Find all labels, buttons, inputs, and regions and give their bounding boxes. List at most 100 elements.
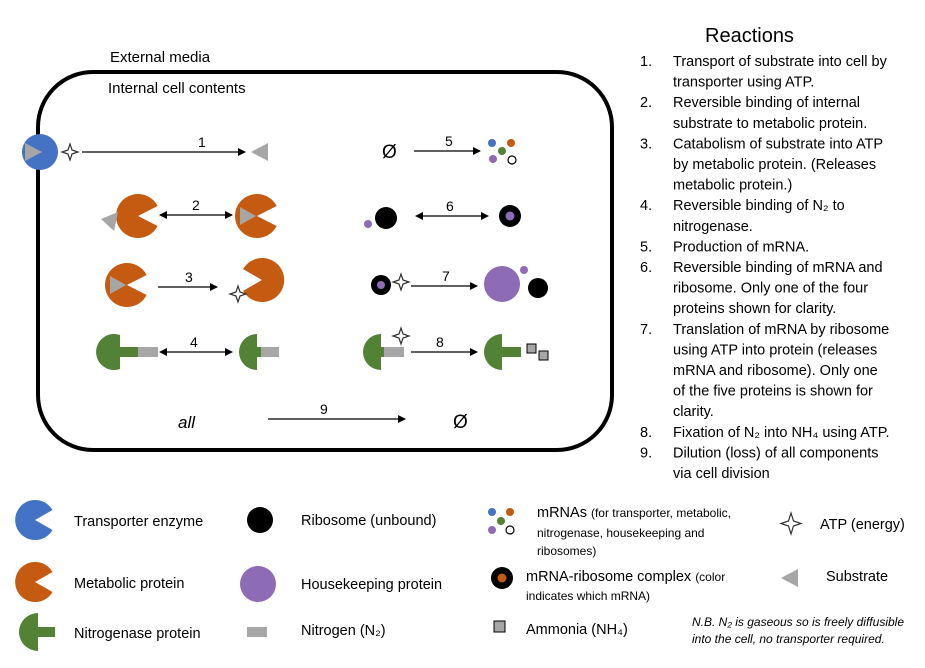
cell-membrane xyxy=(36,70,614,452)
reaction-6: 6 xyxy=(364,198,521,229)
ammonia-nh4 xyxy=(538,350,549,361)
ammonia-nh4 xyxy=(526,343,537,354)
mrna-legend-dot xyxy=(488,508,496,516)
reaction-item-text: mRNA and ribosome). Only one xyxy=(673,363,878,379)
reaction-number: 7 xyxy=(442,268,450,284)
ammonia-legend-icon xyxy=(493,620,506,633)
mrna-nitrogenase xyxy=(498,147,506,155)
legend-ammonia: Ammonia (NH₄) xyxy=(526,622,628,638)
reaction-5: Ø 5 xyxy=(382,133,517,165)
reaction-item-text: Reversible binding of mRNA and xyxy=(673,260,883,276)
legend-mrnas-note-2: nitrogenase, housekeeping and xyxy=(537,526,704,540)
metabolic-legend-icon xyxy=(15,562,53,602)
housekeeping-legend-icon xyxy=(240,566,276,602)
legend-ribosome: Ribosome (unbound) xyxy=(301,513,436,529)
reaction-1: 1 xyxy=(22,134,268,170)
metabolic-protein xyxy=(243,258,285,303)
reaction-3: 3 xyxy=(105,258,285,308)
empty-set-symbol: Ø xyxy=(453,412,468,433)
reaction-item-text: by metabolic protein. (Releases xyxy=(673,157,876,173)
reaction-number: 8 xyxy=(436,334,444,350)
reaction-2: 2 xyxy=(101,193,277,238)
substrate-bound xyxy=(240,207,256,225)
substrate-legend-icon xyxy=(781,569,798,587)
reaction-item-text: Reversible binding of N₂ to xyxy=(673,198,845,214)
mrna-housekeeping xyxy=(364,220,372,228)
nitrogen-legend-icon xyxy=(247,627,267,637)
complex-legend-mrna xyxy=(497,573,507,583)
reaction-item-text: ribosome. Only one of the four xyxy=(673,281,868,297)
atp-star-icon xyxy=(391,326,411,346)
reaction-4: 4 xyxy=(96,334,279,371)
reactions-list: Reactions 1. Transport of substrate into … xyxy=(640,25,890,482)
nitrogen-bound xyxy=(384,347,404,357)
reaction-item-text: via cell division xyxy=(673,466,770,482)
reaction-7: 7 xyxy=(371,266,548,302)
reaction-item-text: metabolic protein.) xyxy=(673,178,792,194)
reaction-item-text: Dilution (loss) of all components xyxy=(673,445,879,461)
ribosome xyxy=(375,207,397,229)
reaction-number: 6 xyxy=(446,198,454,214)
reaction-number: 5 xyxy=(445,133,453,149)
reaction-item-number: 4. xyxy=(640,198,652,214)
all-components-label: all xyxy=(178,413,196,432)
ribosome xyxy=(528,278,548,298)
reaction-number: 3 xyxy=(185,269,193,285)
housekeeping-protein xyxy=(484,266,520,302)
legend-housekeeping: Housekeeping protein xyxy=(301,577,442,593)
mrna-legend-dot xyxy=(488,526,496,534)
substrate-internal xyxy=(251,143,268,161)
mrna-housekeeping xyxy=(520,266,528,274)
substrate-bound xyxy=(110,276,126,294)
nitrogenase-protein xyxy=(96,334,138,371)
nitrogenase-protein xyxy=(484,334,521,370)
reaction-item-text: of the five proteins is shown for xyxy=(673,384,873,400)
reaction-number: 2 xyxy=(192,197,200,213)
mrna-metabolic xyxy=(507,139,515,147)
reaction-number: 4 xyxy=(190,334,198,350)
external-media-label: External media xyxy=(110,49,211,66)
legend-metabolic: Metabolic protein xyxy=(74,576,184,592)
reaction-item-text: transporter using ATP. xyxy=(673,75,814,91)
reaction-item-number: 8. xyxy=(640,425,652,441)
mrna-legend-dot xyxy=(497,517,505,525)
reaction-item-number: 1. xyxy=(640,54,652,70)
legend-complex-note-2: indicates which mRNA) xyxy=(526,589,650,603)
reaction-item-number: 3. xyxy=(640,136,652,152)
transporter-legend-icon xyxy=(15,499,53,541)
reaction-item-number: 7. xyxy=(640,322,652,338)
reaction-item-text: Translation of mRNA by ribosome xyxy=(673,322,889,338)
internal-contents-label: Internal cell contents xyxy=(108,80,246,97)
reaction-item-text: Transport of substrate into cell by xyxy=(673,54,888,70)
nb-note-line-1: N.B. N₂ is gaseous so is freely diffusib… xyxy=(692,615,904,629)
atp-star-icon xyxy=(391,272,411,292)
reaction-item-number: 5. xyxy=(640,239,652,255)
bound-mrna xyxy=(505,211,515,221)
bound-mrna xyxy=(377,281,385,289)
atp-legend-icon xyxy=(779,510,803,537)
empty-set-symbol: Ø xyxy=(382,142,397,163)
mrna-transporter xyxy=(488,139,496,147)
nitrogenase-protein-bound xyxy=(363,334,401,370)
legend-complex: mRNA-ribosome complex (color xyxy=(526,569,725,585)
reaction-8: 8 xyxy=(363,326,549,370)
mrna-legend-dot xyxy=(505,525,515,535)
metabolic-protein xyxy=(116,193,158,238)
nitrogen-n2 xyxy=(138,347,158,357)
reaction-item-number: 9. xyxy=(640,445,652,461)
reaction-9: all 9 Ø xyxy=(178,401,468,433)
nb-note-line-2: into the cell, no transporter required. xyxy=(692,632,885,646)
substrate-bound xyxy=(25,143,42,161)
ribosome-legend-icon xyxy=(247,507,273,533)
atp-star-icon xyxy=(228,284,248,304)
mrna-housekeeping xyxy=(489,155,497,163)
mrna-legend-dot xyxy=(506,508,514,516)
legend-atp: ATP (energy) xyxy=(820,517,905,533)
legend-substrate: Substrate xyxy=(826,569,888,585)
reaction-item-number: 6. xyxy=(640,260,652,276)
reaction-item-text: using ATP into protein (releases xyxy=(673,342,877,358)
reaction-items: 1. Transport of substrate into cell by tra… xyxy=(640,54,890,482)
reactions-title: Reactions xyxy=(705,25,794,47)
reaction-item-text: clarity. xyxy=(673,404,714,420)
